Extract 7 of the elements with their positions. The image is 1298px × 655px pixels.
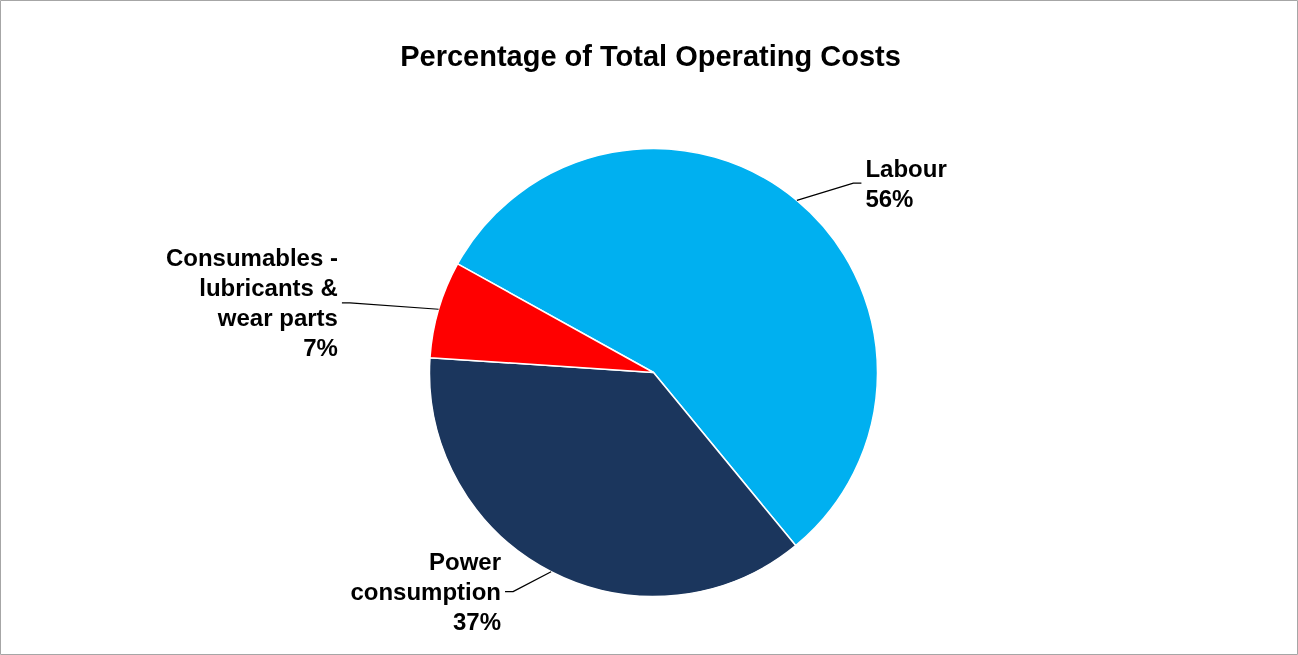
data-label: 7% — [303, 334, 338, 362]
chart-title: Percentage of Total Operating Costs — [400, 39, 901, 72]
data-label: 56% — [865, 184, 914, 212]
slice-label: Consumables - lubricants & wear parts — [165, 244, 338, 332]
slice-label: Labour — [865, 154, 947, 182]
slice-label: Power consumption — [350, 548, 502, 606]
data-label: 37% — [453, 608, 502, 636]
